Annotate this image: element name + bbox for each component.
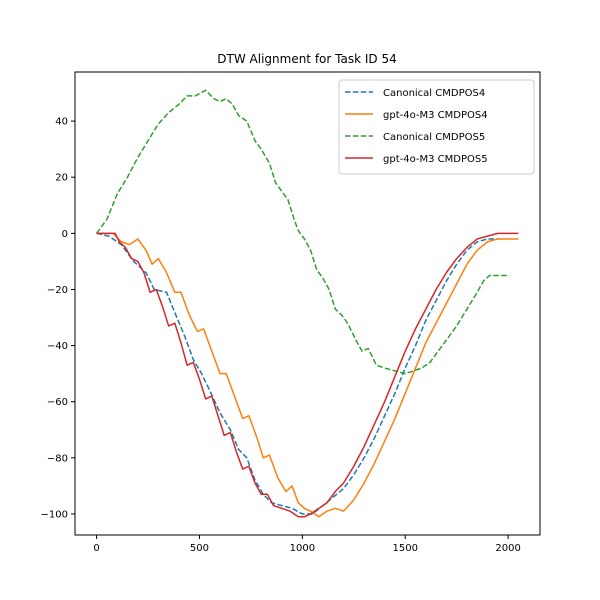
legend-label-3: gpt-4o-M3 CMDPOS5 (383, 154, 488, 165)
x-tick-label: 0 (93, 543, 99, 554)
legend-label-0: Canonical CMDPOS4 (383, 88, 485, 99)
x-axis: 0 500 1000 1500 2000 (93, 535, 521, 554)
plot-frame (74, 71, 541, 536)
chart-title: DTW Alignment for Task ID 54 (217, 52, 396, 66)
y-axis: −100 −80 −60 −40 −20 0 20 40 (41, 117, 75, 520)
y-tick-label: 20 (55, 173, 68, 184)
y-tick-label: −100 (41, 509, 68, 520)
y-tick-label: 0 (62, 229, 68, 240)
y-tick-label: −60 (47, 397, 68, 408)
plot-lines (95, 89, 519, 518)
series-line-1 (96, 232, 519, 518)
x-tick-label: 2000 (495, 543, 520, 554)
x-tick-label: 1500 (393, 543, 418, 554)
series-line-3 (96, 232, 519, 518)
y-tick-label: −20 (47, 285, 68, 296)
y-tick-label: −80 (47, 453, 68, 464)
y-tick-label: −40 (47, 341, 68, 352)
legend-box (338, 79, 535, 175)
y-tick-label: 40 (55, 117, 68, 128)
series-line-0 (96, 232, 498, 515)
legend-label-2: Canonical CMDPOS5 (383, 132, 485, 143)
x-tick-label: 1000 (290, 543, 315, 554)
legend-label-1: gpt-4o-M3 CMDPOS4 (383, 110, 488, 121)
series-line-2 (95, 89, 509, 375)
x-tick-label: 500 (190, 543, 209, 554)
legend: Canonical CMDPOS4 gpt-4o-M3 CMDPOS4 Canoni… (338, 79, 535, 175)
